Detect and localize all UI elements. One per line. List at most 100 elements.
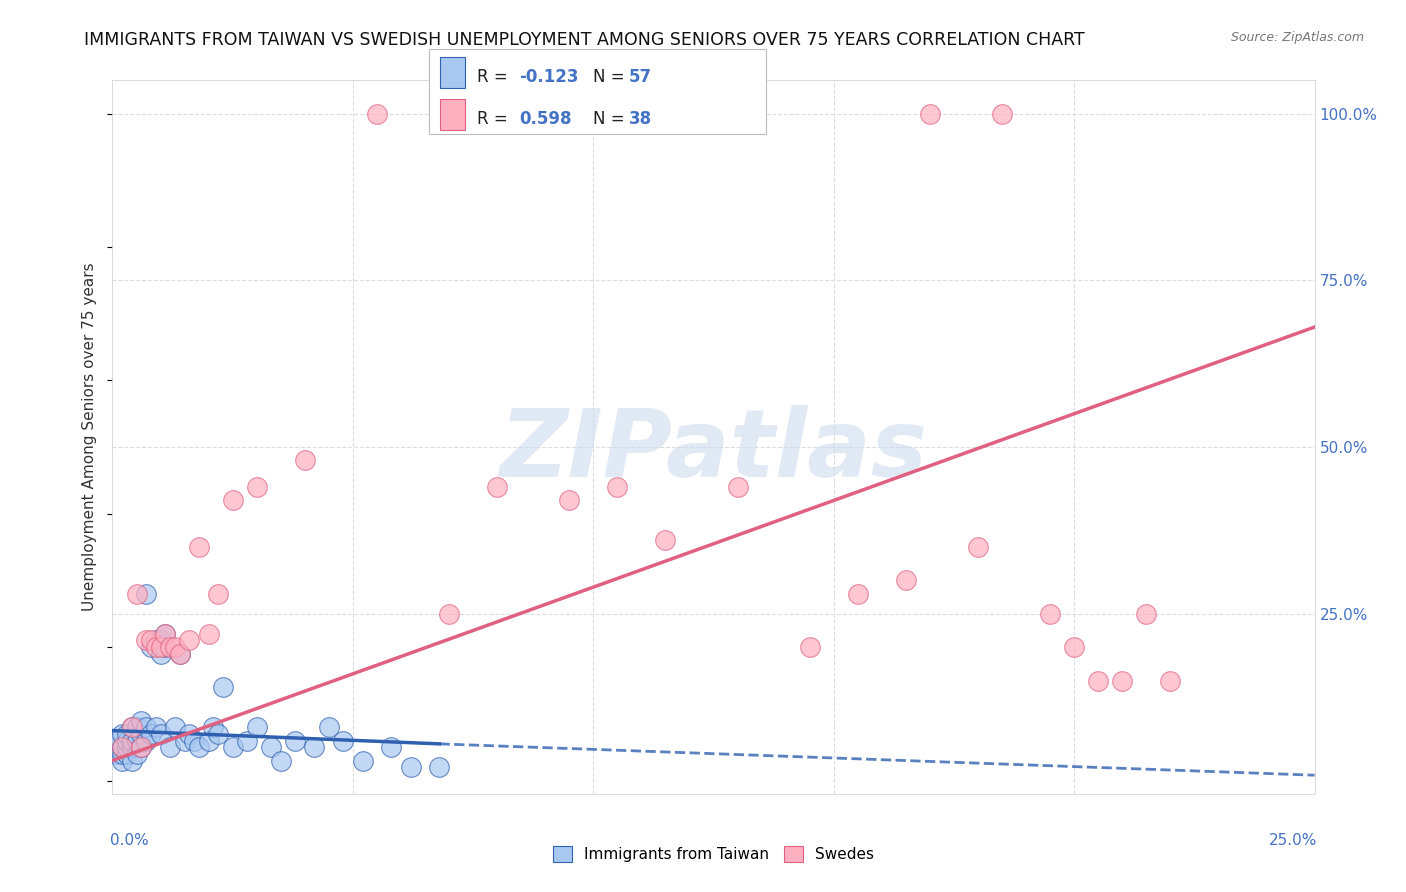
Point xyxy=(121,733,143,747)
Point xyxy=(125,733,148,747)
Point xyxy=(558,493,581,508)
Point xyxy=(197,733,219,747)
Text: 57: 57 xyxy=(628,68,651,86)
Point xyxy=(145,720,167,734)
Point xyxy=(135,587,157,601)
Point xyxy=(121,754,143,768)
Point xyxy=(207,727,229,741)
Point xyxy=(139,640,162,655)
Point xyxy=(149,640,172,655)
Point xyxy=(236,733,259,747)
Point xyxy=(399,760,422,774)
Point xyxy=(352,754,374,768)
Point xyxy=(294,453,316,467)
Point xyxy=(918,106,941,120)
Point xyxy=(105,740,128,755)
Point xyxy=(429,760,451,774)
Point xyxy=(131,727,153,741)
Text: -0.123: -0.123 xyxy=(519,68,578,86)
Point xyxy=(115,733,138,747)
Point xyxy=(246,480,269,494)
Point xyxy=(1135,607,1157,621)
Point xyxy=(105,733,128,747)
Point xyxy=(125,587,148,601)
Point xyxy=(131,714,153,728)
Point xyxy=(366,106,388,120)
Point xyxy=(135,720,157,734)
Text: 38: 38 xyxy=(628,111,651,128)
Point xyxy=(799,640,821,655)
Point xyxy=(486,480,509,494)
Point xyxy=(139,633,162,648)
Point xyxy=(1087,673,1109,688)
Point xyxy=(1063,640,1085,655)
Point xyxy=(125,747,148,761)
Point xyxy=(111,727,134,741)
Text: 0.0%: 0.0% xyxy=(110,833,149,848)
Point xyxy=(894,574,917,588)
Point xyxy=(260,740,283,755)
Point xyxy=(169,647,191,661)
Point xyxy=(284,733,307,747)
Point xyxy=(183,733,205,747)
Point xyxy=(135,633,157,648)
Point xyxy=(145,633,167,648)
Point xyxy=(222,740,245,755)
Point xyxy=(1111,673,1133,688)
Point xyxy=(139,727,162,741)
Point xyxy=(159,740,181,755)
Point xyxy=(121,720,143,734)
Point xyxy=(155,640,177,655)
Point xyxy=(111,740,134,755)
Point xyxy=(212,680,235,694)
Point xyxy=(1039,607,1062,621)
Point xyxy=(111,740,134,755)
Point xyxy=(179,633,201,648)
Point xyxy=(155,627,177,641)
Point xyxy=(304,740,326,755)
Point xyxy=(437,607,460,621)
Point xyxy=(179,727,201,741)
Text: ZIPatlas: ZIPatlas xyxy=(499,405,928,498)
Point xyxy=(967,540,990,554)
Point xyxy=(332,733,354,747)
Point xyxy=(169,647,191,661)
Point xyxy=(654,533,676,548)
Point xyxy=(188,540,211,554)
Text: 25.0%: 25.0% xyxy=(1268,833,1317,848)
Y-axis label: Unemployment Among Seniors over 75 years: Unemployment Among Seniors over 75 years xyxy=(82,263,97,611)
Point xyxy=(163,720,186,734)
Point xyxy=(131,740,153,755)
Point xyxy=(246,720,269,734)
Point xyxy=(111,747,134,761)
Point xyxy=(1159,673,1181,688)
Legend: Immigrants from Taiwan, Swedes: Immigrants from Taiwan, Swedes xyxy=(547,840,880,868)
Text: 0.598: 0.598 xyxy=(519,111,571,128)
Point xyxy=(155,627,177,641)
Point xyxy=(163,640,186,655)
Point xyxy=(207,587,229,601)
Point xyxy=(159,640,181,655)
Point xyxy=(270,754,292,768)
Point xyxy=(145,640,167,655)
Point xyxy=(125,720,148,734)
Point xyxy=(105,747,128,761)
Point xyxy=(111,754,134,768)
Point xyxy=(222,493,245,508)
Point xyxy=(115,727,138,741)
Point xyxy=(197,627,219,641)
Point xyxy=(131,740,153,755)
Text: N =: N = xyxy=(593,68,630,86)
Point xyxy=(149,727,172,741)
Text: R =: R = xyxy=(477,111,513,128)
Point xyxy=(149,633,172,648)
Point xyxy=(149,647,172,661)
Point xyxy=(202,720,225,734)
Point xyxy=(318,720,340,734)
Point xyxy=(188,740,211,755)
Point xyxy=(135,733,157,747)
Text: Source: ZipAtlas.com: Source: ZipAtlas.com xyxy=(1230,31,1364,45)
Point xyxy=(727,480,749,494)
Point xyxy=(173,733,195,747)
Text: R =: R = xyxy=(477,68,513,86)
